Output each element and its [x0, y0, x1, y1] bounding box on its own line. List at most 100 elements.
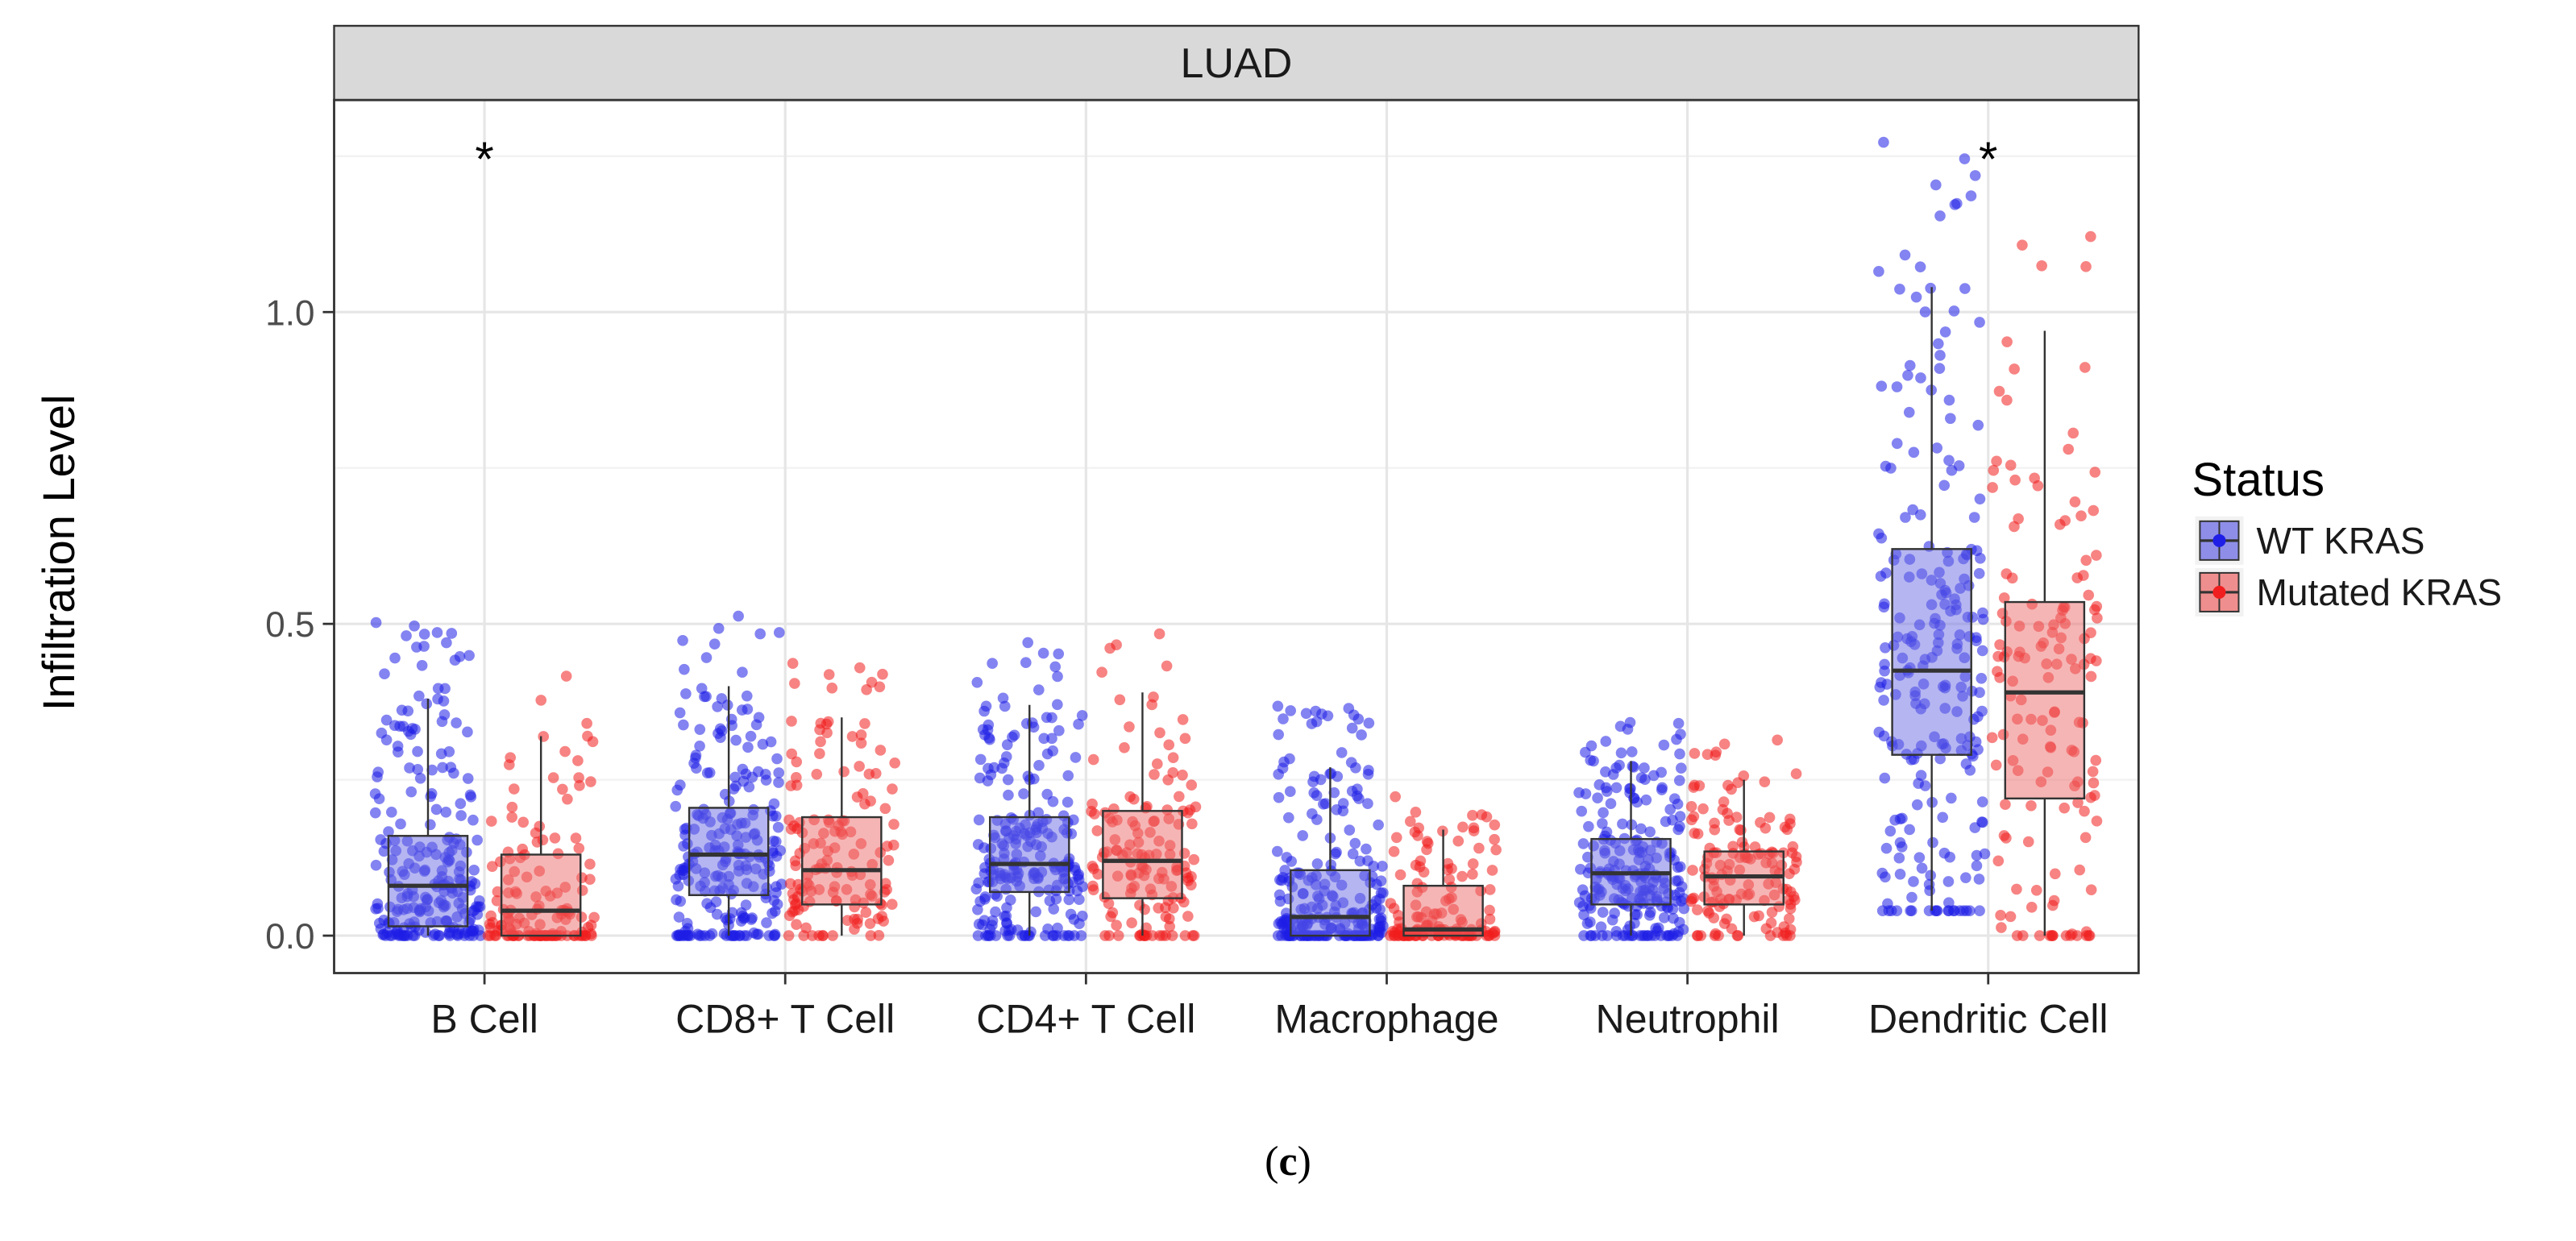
data-point: [1119, 741, 1130, 753]
data-point: [1377, 887, 1389, 899]
data-point: [2049, 868, 2061, 880]
data-point: [1111, 919, 1122, 932]
data-point: [425, 819, 436, 831]
data-point: [2064, 930, 2076, 941]
data-point: [855, 729, 867, 741]
data-point: [1615, 747, 1627, 759]
data-point: [430, 803, 442, 816]
data-point: [1179, 930, 1191, 941]
boxplot-wt-kras-5: [1891, 287, 1972, 911]
data-point: [1001, 902, 1012, 914]
data-point: [1273, 918, 1285, 930]
data-point: [1041, 788, 1053, 800]
data-point: [1934, 363, 1946, 374]
data-point: [1370, 894, 1382, 907]
boxplot-wt-kras-0: [387, 699, 469, 936]
data-point: [700, 652, 713, 663]
data-point: [1490, 844, 1502, 856]
data-point: [1614, 759, 1625, 771]
data-point: [1927, 836, 1938, 849]
boxplot-wt-kras-3: [1290, 767, 1371, 937]
data-point: [1689, 779, 1701, 791]
box-iqr: [988, 816, 1070, 894]
data-point: [549, 832, 561, 844]
data-point: [712, 701, 723, 712]
data-point: [1672, 717, 1685, 729]
data-point: [1128, 793, 1140, 805]
data-point: [1062, 930, 1074, 941]
data-point: [1096, 666, 1107, 679]
data-point: [1346, 722, 1358, 734]
data-point: [560, 670, 572, 682]
data-point: [2090, 754, 2102, 766]
data-point: [1974, 687, 1985, 699]
data-point: [439, 683, 451, 695]
data-point: [879, 803, 891, 815]
data-point: [815, 736, 826, 748]
data-point: [1578, 909, 1589, 921]
data-point: [584, 858, 596, 870]
data-point: [418, 641, 430, 652]
data-point: [1062, 796, 1074, 808]
data-point: [413, 924, 425, 936]
data-point: [1030, 906, 1042, 918]
data-point: [1899, 249, 1911, 261]
data-point: [1484, 913, 1496, 925]
data-point: [972, 839, 984, 850]
data-point: [751, 928, 762, 940]
data-point: [2009, 474, 2021, 486]
legend-title: Status: [2192, 454, 2325, 506]
data-point: [1311, 814, 1323, 825]
data-point: [1052, 699, 1063, 711]
data-point: [1052, 670, 1063, 683]
data-point: [883, 854, 895, 866]
data-point: [1907, 504, 1918, 516]
data-point: [670, 800, 682, 812]
data-point: [887, 839, 900, 851]
data-point: [1457, 821, 1469, 833]
data-point: [1154, 727, 1165, 739]
data-point: [728, 783, 740, 795]
data-point: [2000, 799, 2011, 811]
data-point: [430, 928, 441, 940]
data-point: [2069, 496, 2081, 508]
data-point: [713, 622, 725, 634]
data-point: [1687, 865, 1698, 876]
data-point: [1626, 746, 1638, 757]
data-point: [409, 620, 420, 632]
data-point: [1896, 841, 1908, 853]
data-point: [1105, 911, 1116, 923]
data-point: [1361, 843, 1372, 855]
data-point: [2036, 260, 2047, 272]
data-point: [435, 748, 447, 760]
data-point: [1377, 861, 1388, 872]
data-point: [1148, 691, 1159, 703]
data-point: [1658, 912, 1670, 923]
data-point: [1311, 858, 1323, 870]
data-point: [721, 914, 733, 926]
data-point: [1934, 210, 1946, 222]
data-point: [1911, 799, 1923, 811]
data-point: [1610, 930, 1622, 941]
data-point: [2091, 550, 2102, 561]
data-point: [1348, 709, 1360, 721]
data-point: [1467, 868, 1478, 880]
data-point: [800, 922, 812, 934]
data-point: [2001, 336, 2013, 347]
data-point: [2075, 510, 2087, 522]
data-point: [1643, 910, 1656, 921]
data-point: [462, 726, 473, 738]
data-point: [1467, 810, 1478, 821]
data-point: [1722, 779, 1734, 791]
data-point: [1573, 787, 1585, 799]
data-point: [775, 845, 787, 857]
data-point: [385, 807, 397, 818]
data-point: [1992, 666, 2003, 678]
data-point: [1091, 825, 1103, 836]
box-iqr: [1891, 548, 1972, 756]
data-point: [1404, 816, 1416, 828]
data-point: [1452, 835, 1465, 847]
data-point: [1167, 752, 1179, 763]
data-point: [1592, 792, 1603, 804]
data-point: [1755, 816, 1766, 828]
